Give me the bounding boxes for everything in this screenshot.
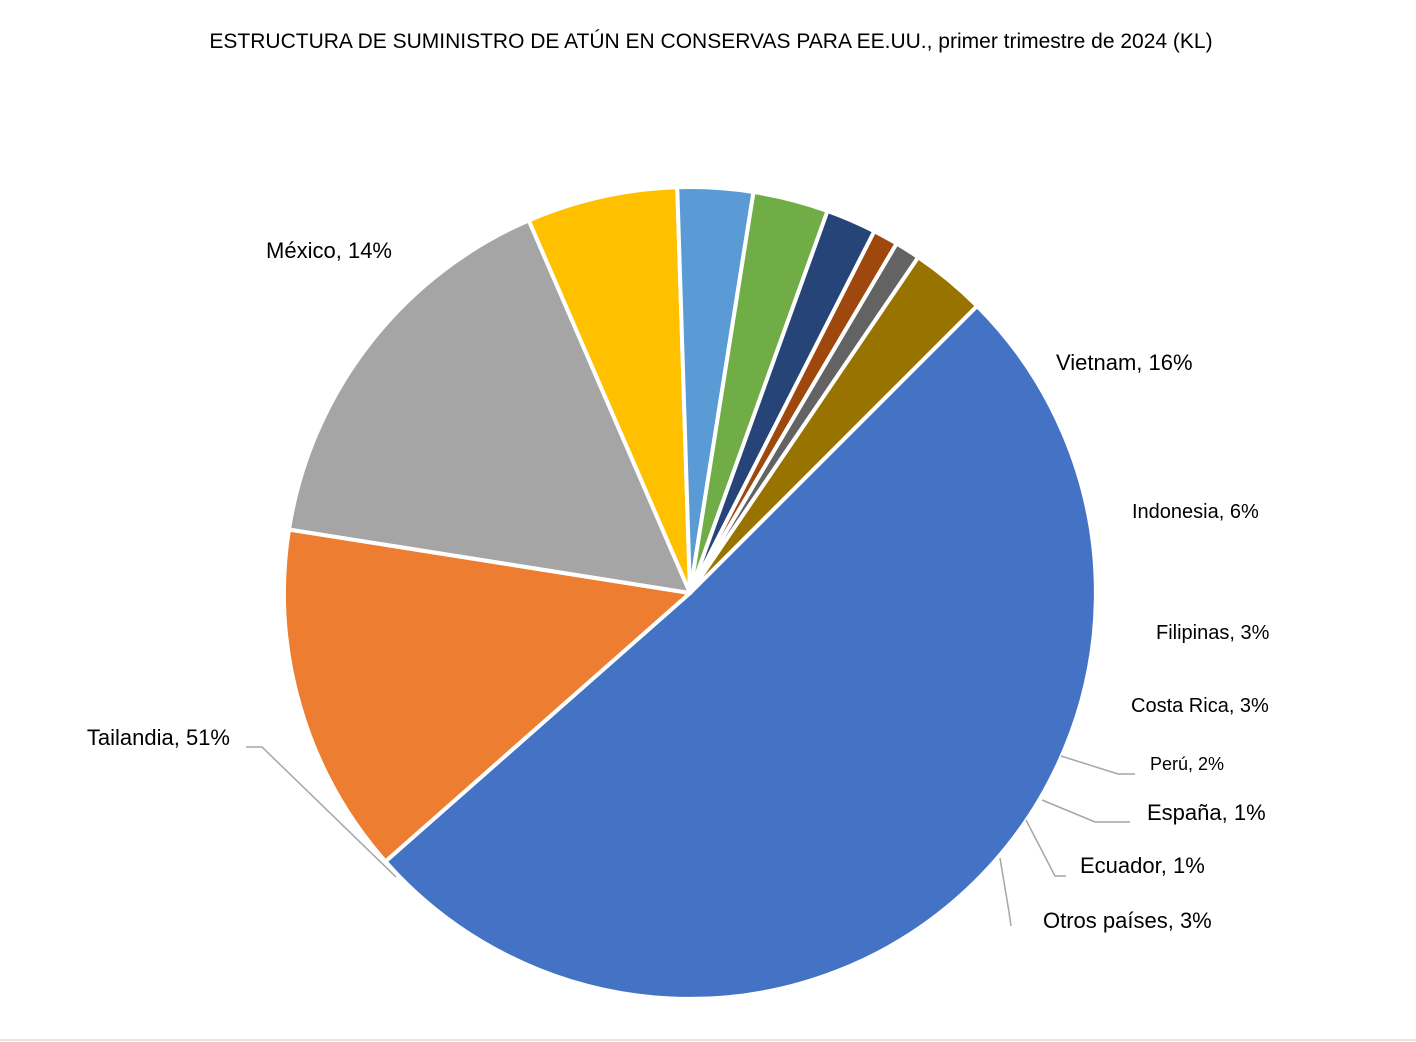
pie-slice-mexico [282, 527, 692, 864]
leader-line-otros-paises [999, 857, 1012, 927]
slice-labels: Tailandia, 51% México, 14% Vietnam, 16% Ind… [87, 238, 1270, 933]
leader-line-espana [1041, 799, 1130, 823]
pie-slice-otros-paises [688, 255, 980, 595]
data-label-indonesia: Indonesia, 6% [1132, 501, 1259, 523]
leader-line-peru [1060, 755, 1135, 775]
bottom-divider [0, 1039, 1416, 1041]
data-label-peru: Perú, 2% [1150, 754, 1224, 774]
pie-slices [282, 185, 1098, 1001]
leader-lines [246, 746, 1135, 927]
data-label-vietnam: Vietnam, 16% [1056, 350, 1193, 375]
leader-line-ecuador [1025, 819, 1066, 877]
data-label-espana: España, 1% [1147, 800, 1266, 825]
data-label-mexico: México, 14% [266, 238, 392, 263]
data-label-filipinas: Filipinas, 3% [1156, 622, 1270, 644]
chart-title: ESTRUCTURA DE SUMINISTRO DE ATÚN EN CONS… [209, 30, 1212, 53]
data-label-costa-rica: Costa Rica, 3% [1131, 695, 1269, 717]
pie-slice-indonesia [526, 185, 692, 595]
data-label-ecuador: Ecuador, 1% [1080, 853, 1205, 878]
data-label-tailandia: Tailandia, 51% [87, 725, 230, 750]
pie-slice-vietnam [287, 218, 692, 595]
data-label-otros-paises: Otros países, 3% [1043, 908, 1212, 933]
leader-line-tailandia [246, 746, 397, 878]
pie-slice-tailandia [383, 303, 1098, 1001]
